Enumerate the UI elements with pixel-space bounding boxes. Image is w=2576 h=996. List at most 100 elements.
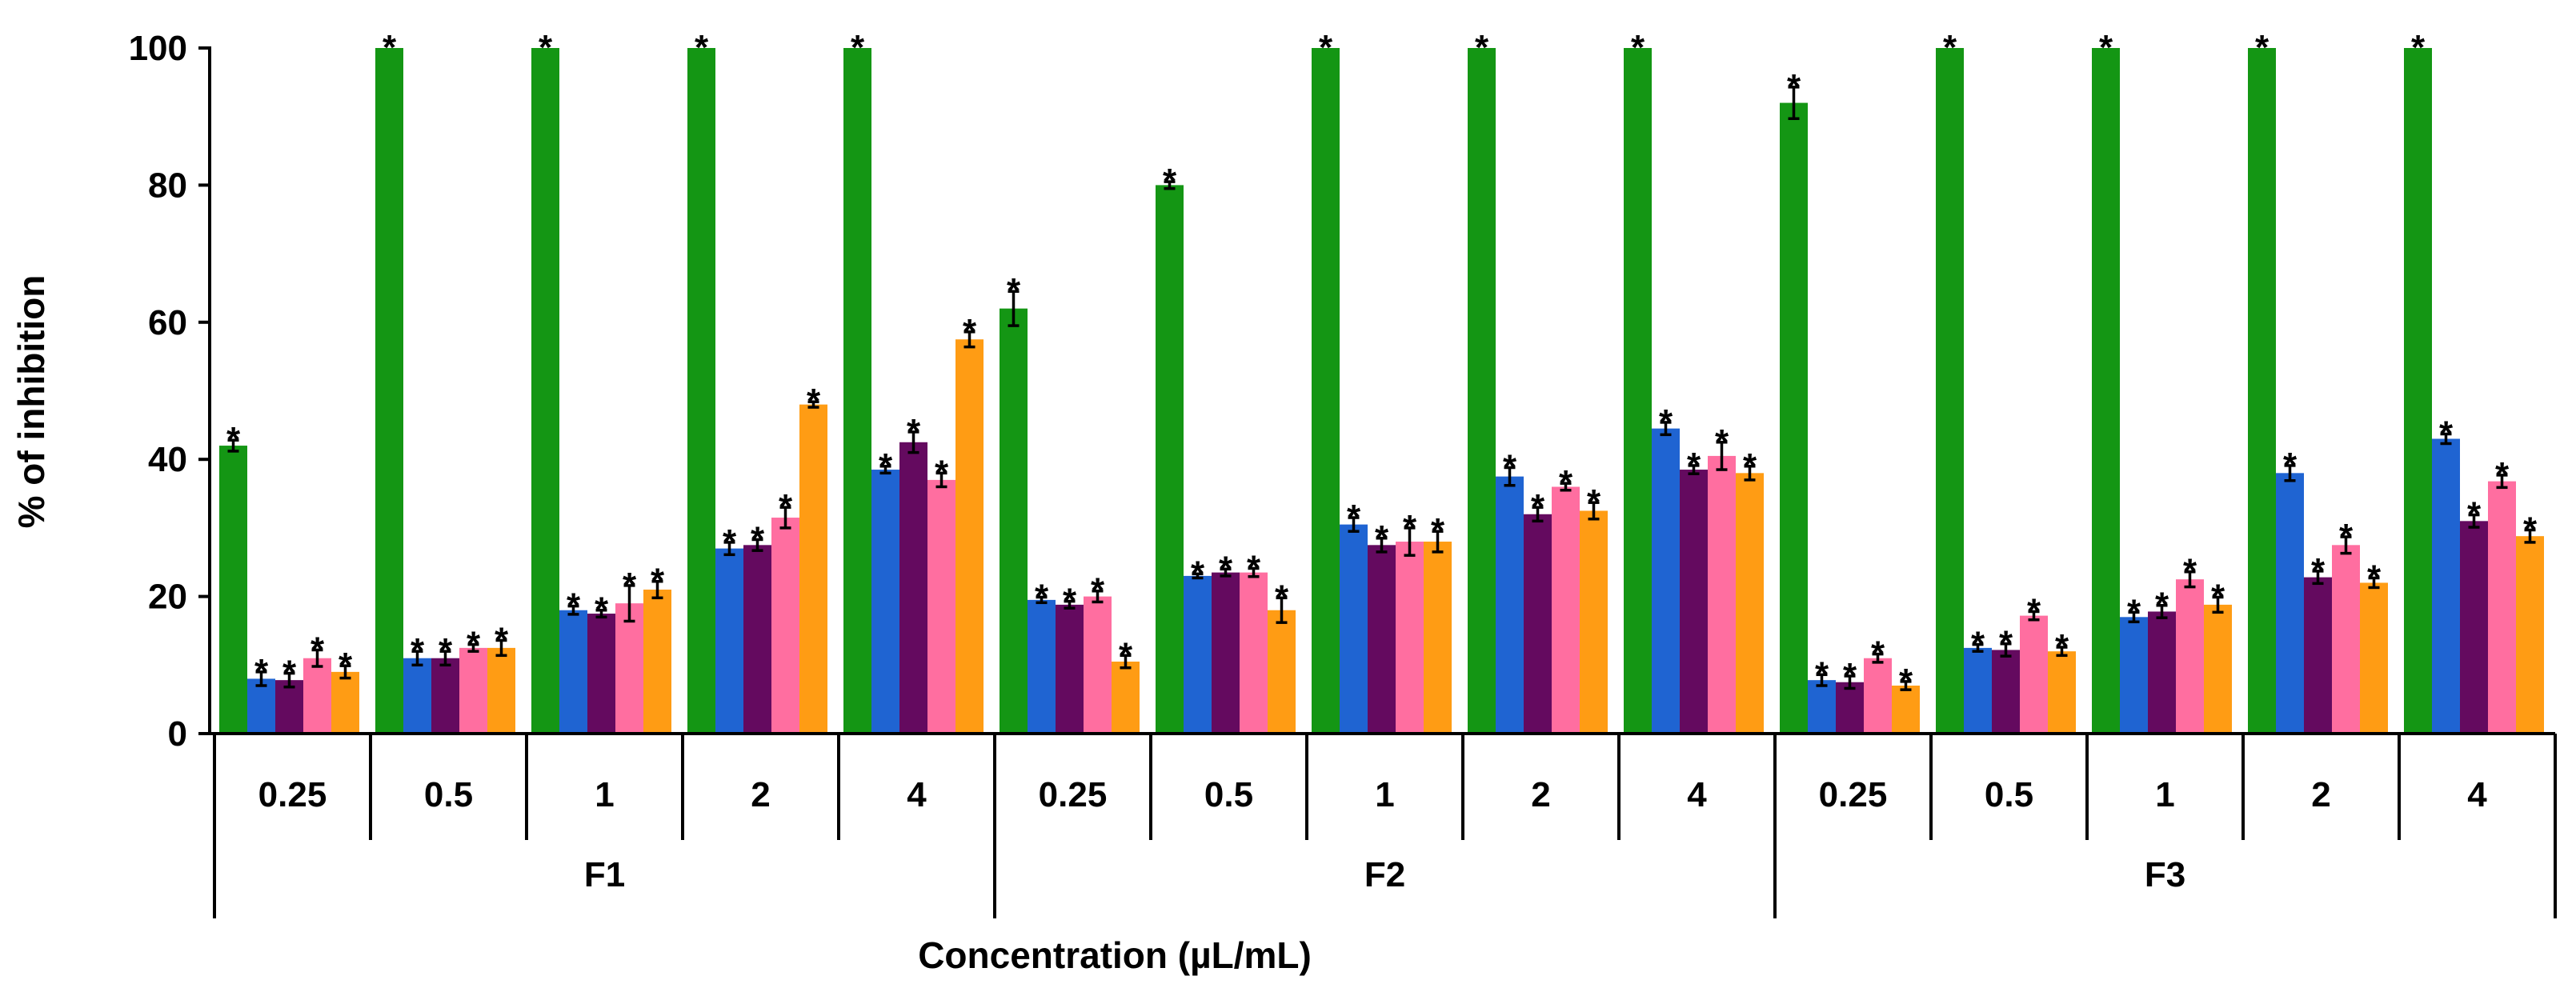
bar [247, 678, 275, 734]
significance-star: * [567, 586, 581, 626]
bar [871, 470, 899, 734]
y-axis: 0 20 40 60 80 100 [129, 29, 211, 754]
significance-star: * [1319, 28, 1333, 67]
significance-star: * [1743, 446, 1757, 486]
bar [1368, 545, 1396, 734]
x-category-label: 2 [751, 775, 770, 814]
y-tick-label: 20 [148, 578, 187, 617]
bar [1212, 572, 1240, 734]
x-category-label: 4 [907, 775, 927, 814]
bar [1000, 308, 1028, 734]
bar [1496, 476, 1524, 734]
significance-star: * [1587, 482, 1601, 522]
bar [2248, 48, 2276, 734]
bar [955, 339, 984, 734]
significance-star: * [1475, 28, 1489, 67]
bar [1340, 524, 1368, 734]
significance-star: * [623, 566, 637, 605]
significance-star: * [2411, 28, 2426, 67]
significance-star: * [2495, 455, 2510, 494]
bar [1936, 48, 1964, 734]
significance-star: * [2027, 591, 2041, 630]
bar [531, 48, 559, 734]
bar [643, 590, 671, 734]
significance-star: * [1091, 571, 1105, 610]
bar [2020, 615, 2048, 734]
bar [1652, 428, 1680, 734]
significance-star: * [2439, 414, 2454, 453]
x-category-label: 0.25 [1819, 775, 1888, 814]
x-category-label: 1 [595, 775, 614, 814]
significance-star: * [539, 28, 553, 67]
significance-star: * [439, 631, 453, 670]
significance-star: * [1275, 578, 1289, 617]
significance-star: * [1871, 634, 1885, 674]
significance-star: * [651, 562, 665, 601]
bar [2404, 48, 2432, 734]
x-category-label: 0.5 [1204, 775, 1253, 814]
bar [1780, 102, 1808, 734]
significance-star: * [1787, 67, 1801, 106]
significance-star: * [1119, 635, 1133, 674]
significance-star: * [467, 625, 481, 664]
bar [1892, 686, 1920, 734]
significance-star: * [282, 654, 297, 693]
significance-star: * [1191, 554, 1205, 593]
x-category-label: 0.5 [424, 775, 473, 814]
y-tick-label: 0 [168, 714, 187, 754]
bar [1028, 599, 1056, 734]
bar [1708, 455, 1736, 734]
significance-star: * [1035, 577, 1049, 616]
y-tick-label: 100 [129, 29, 187, 68]
significance-star: * [1999, 624, 2013, 663]
x-category-label: 4 [2467, 775, 2487, 814]
significance-star: * [1503, 447, 1517, 486]
significance-star: * [1659, 402, 1673, 442]
significance-star: * [2523, 510, 2538, 549]
significance-star: * [851, 28, 865, 67]
significance-star: * [879, 446, 893, 486]
bar [2460, 521, 2488, 734]
significance-star: * [1631, 28, 1645, 67]
significance-star: * [1531, 487, 1545, 526]
bar [1424, 542, 1452, 734]
bar [559, 610, 587, 734]
bar [1524, 514, 1552, 734]
bar [303, 658, 331, 734]
significance-star: * [1431, 511, 1445, 550]
significance-star: * [1899, 662, 1913, 701]
significance-star: * [751, 519, 765, 558]
bar [687, 48, 715, 734]
bar [1396, 542, 1424, 734]
x-category-label: 2 [2311, 775, 2330, 814]
bar [1992, 650, 2020, 734]
significance-star: * [723, 522, 737, 562]
significance-star: * [1971, 625, 1985, 664]
bar [1268, 610, 1296, 734]
x-category-label: 0.25 [258, 775, 327, 814]
bar [1156, 185, 1184, 734]
bars: * * * * * * * * * * * * * * * * * * * * * * * * * * * * * * * * * * * * * * * *… [219, 28, 2544, 734]
significance-star: * [1815, 654, 1829, 694]
significance-star: * [2155, 586, 2169, 625]
x-group-label: F3 [2145, 855, 2185, 894]
bar [1580, 510, 1608, 734]
x-category-label: 4 [1687, 775, 1707, 814]
bar [2048, 651, 2076, 734]
bar [1680, 470, 1708, 734]
x-group-label: F1 [584, 855, 625, 894]
bar [1468, 48, 1496, 734]
significance-star: * [779, 487, 793, 526]
significance-star: * [2467, 495, 2482, 534]
y-axis-title: % of inhibition [10, 275, 52, 529]
significance-star: * [310, 630, 325, 669]
significance-star: * [254, 652, 269, 691]
bar [715, 548, 743, 734]
significance-star: * [1063, 582, 1077, 621]
significance-star: * [1943, 28, 1957, 67]
bar [1112, 662, 1140, 734]
significance-star: * [339, 646, 353, 685]
bar [587, 614, 615, 734]
bar [375, 48, 403, 734]
